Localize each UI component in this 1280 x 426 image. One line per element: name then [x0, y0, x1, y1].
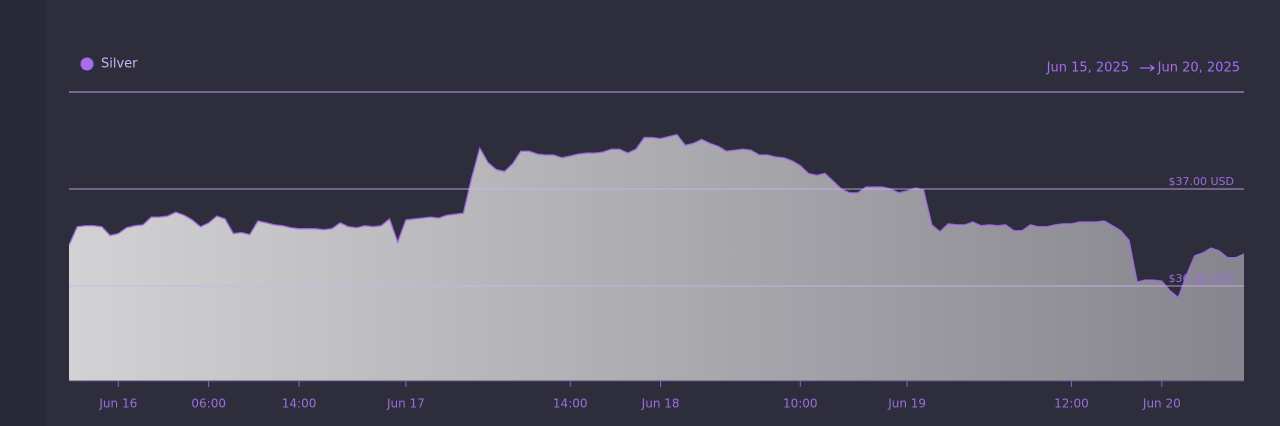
x-tick-label: 14:00	[553, 397, 588, 411]
range-end: Jun 20, 2025	[1157, 61, 1240, 76]
plot-area: $37.00 USD $36.00 USD Jun 16 06:00 14:00 Jun …	[68, 133, 1245, 411]
range-arrow	[1140, 64, 1155, 72]
area-line	[68, 133, 1245, 299]
x-tick-label: Jun 20	[1142, 397, 1181, 411]
x-tick-label: 06:00	[191, 397, 226, 411]
y-tick-label: $37.00 USD	[1169, 175, 1235, 188]
x-tick-label: Jun 17	[386, 397, 425, 411]
x-tick-label: 14:00	[282, 397, 317, 411]
x-tick-label: Jun 18	[641, 397, 680, 411]
legend-label: Silver	[101, 57, 138, 72]
range-start: Jun 15, 2025	[1046, 61, 1129, 76]
x-tick-label: 12:00	[1054, 397, 1089, 411]
x-tick-label: 10:00	[783, 397, 818, 411]
legend-marker	[80, 57, 94, 71]
area	[69, 134, 1244, 381]
x-tick-label: Jun 19	[887, 397, 926, 411]
y-tick-label: $36.00 USD	[1169, 272, 1235, 285]
x-tick-label: Jun 16	[98, 397, 137, 411]
